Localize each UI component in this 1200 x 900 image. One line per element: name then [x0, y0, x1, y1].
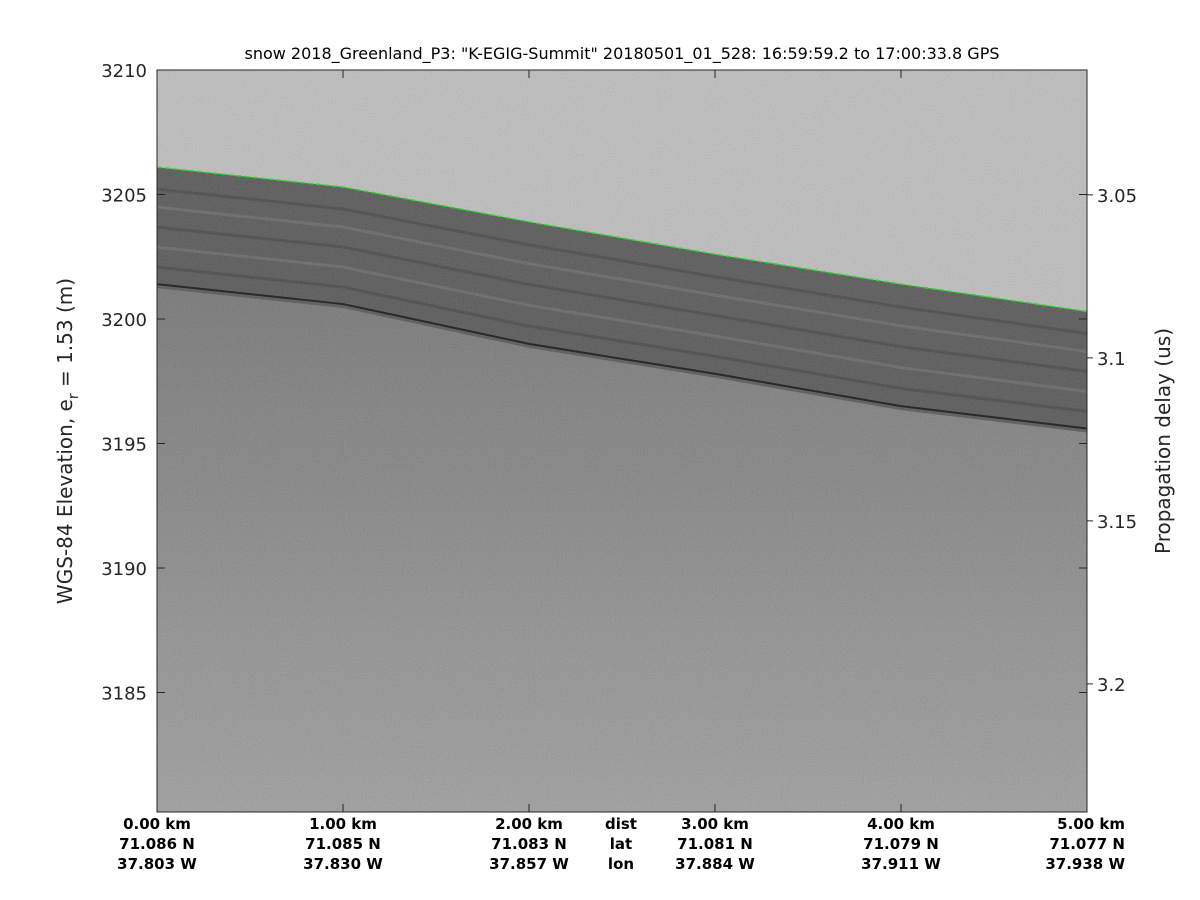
y-tick-label: 3200 [101, 310, 147, 331]
x-tick-label-dist: 4.00 km [867, 815, 935, 833]
y-tick-label: 3205 [101, 185, 147, 206]
x-tick-label-lon: 37.830 W [303, 855, 383, 873]
x-tick-label-lon: 37.884 W [675, 855, 755, 873]
right-y-tick-label: 3.15 [1097, 512, 1137, 533]
y-tick-label: 3185 [101, 683, 147, 704]
plot-frame [156, 69, 1088, 813]
x-tick-label-lon: 37.857 W [489, 855, 569, 873]
x-tick-label-lat: 71.086 N [119, 835, 195, 853]
internal-layer [157, 283, 1087, 430]
x-tick-label-dist: 5.00 km [1057, 815, 1125, 833]
right-y-tick-label: 3.1 [1097, 349, 1126, 370]
y-tick-label: 3195 [101, 434, 147, 455]
right-y-tick-label: 3.05 [1097, 186, 1137, 207]
y-axis-label: WGS-84 Elevation, er = 1.53 (m) [53, 278, 82, 604]
y-tick-label: 3210 [101, 61, 147, 82]
x-tick-label-dist: 1.00 km [309, 815, 377, 833]
echogram-image [157, 70, 1087, 812]
x-tick-label-dist: 2.00 km [495, 815, 563, 833]
right-y-tick-label: 3.2 [1097, 675, 1126, 696]
right-y-axis-label: Propagation delay (us) [1151, 328, 1175, 554]
x-tick-label-dist: 3.00 km [681, 815, 749, 833]
dist-row-label: dist [605, 815, 637, 833]
y-tick-label: 3190 [101, 559, 147, 580]
lon-row-label: lon [608, 855, 634, 873]
chart-title: snow 2018_Greenland_P3: "K-EGIG-Summit" … [244, 44, 999, 64]
x-tick-label-lon: 37.938 W [1045, 855, 1125, 873]
x-tick-label-dist: 0.00 km [123, 815, 191, 833]
surface-pick-line [157, 166, 1087, 313]
lat-row-label: lat [610, 835, 632, 853]
x-tick-label-lon: 37.803 W [117, 855, 197, 873]
x-tick-label-lat: 71.081 N [677, 835, 753, 853]
x-tick-label-lat: 71.079 N [863, 835, 939, 853]
x-tick-label-lon: 37.911 W [861, 855, 941, 873]
x-tick-label-lat: 71.077 N [1049, 835, 1125, 853]
x-tick-label-lat: 71.085 N [305, 835, 381, 853]
x-tick-label-lat: 71.083 N [491, 835, 567, 853]
